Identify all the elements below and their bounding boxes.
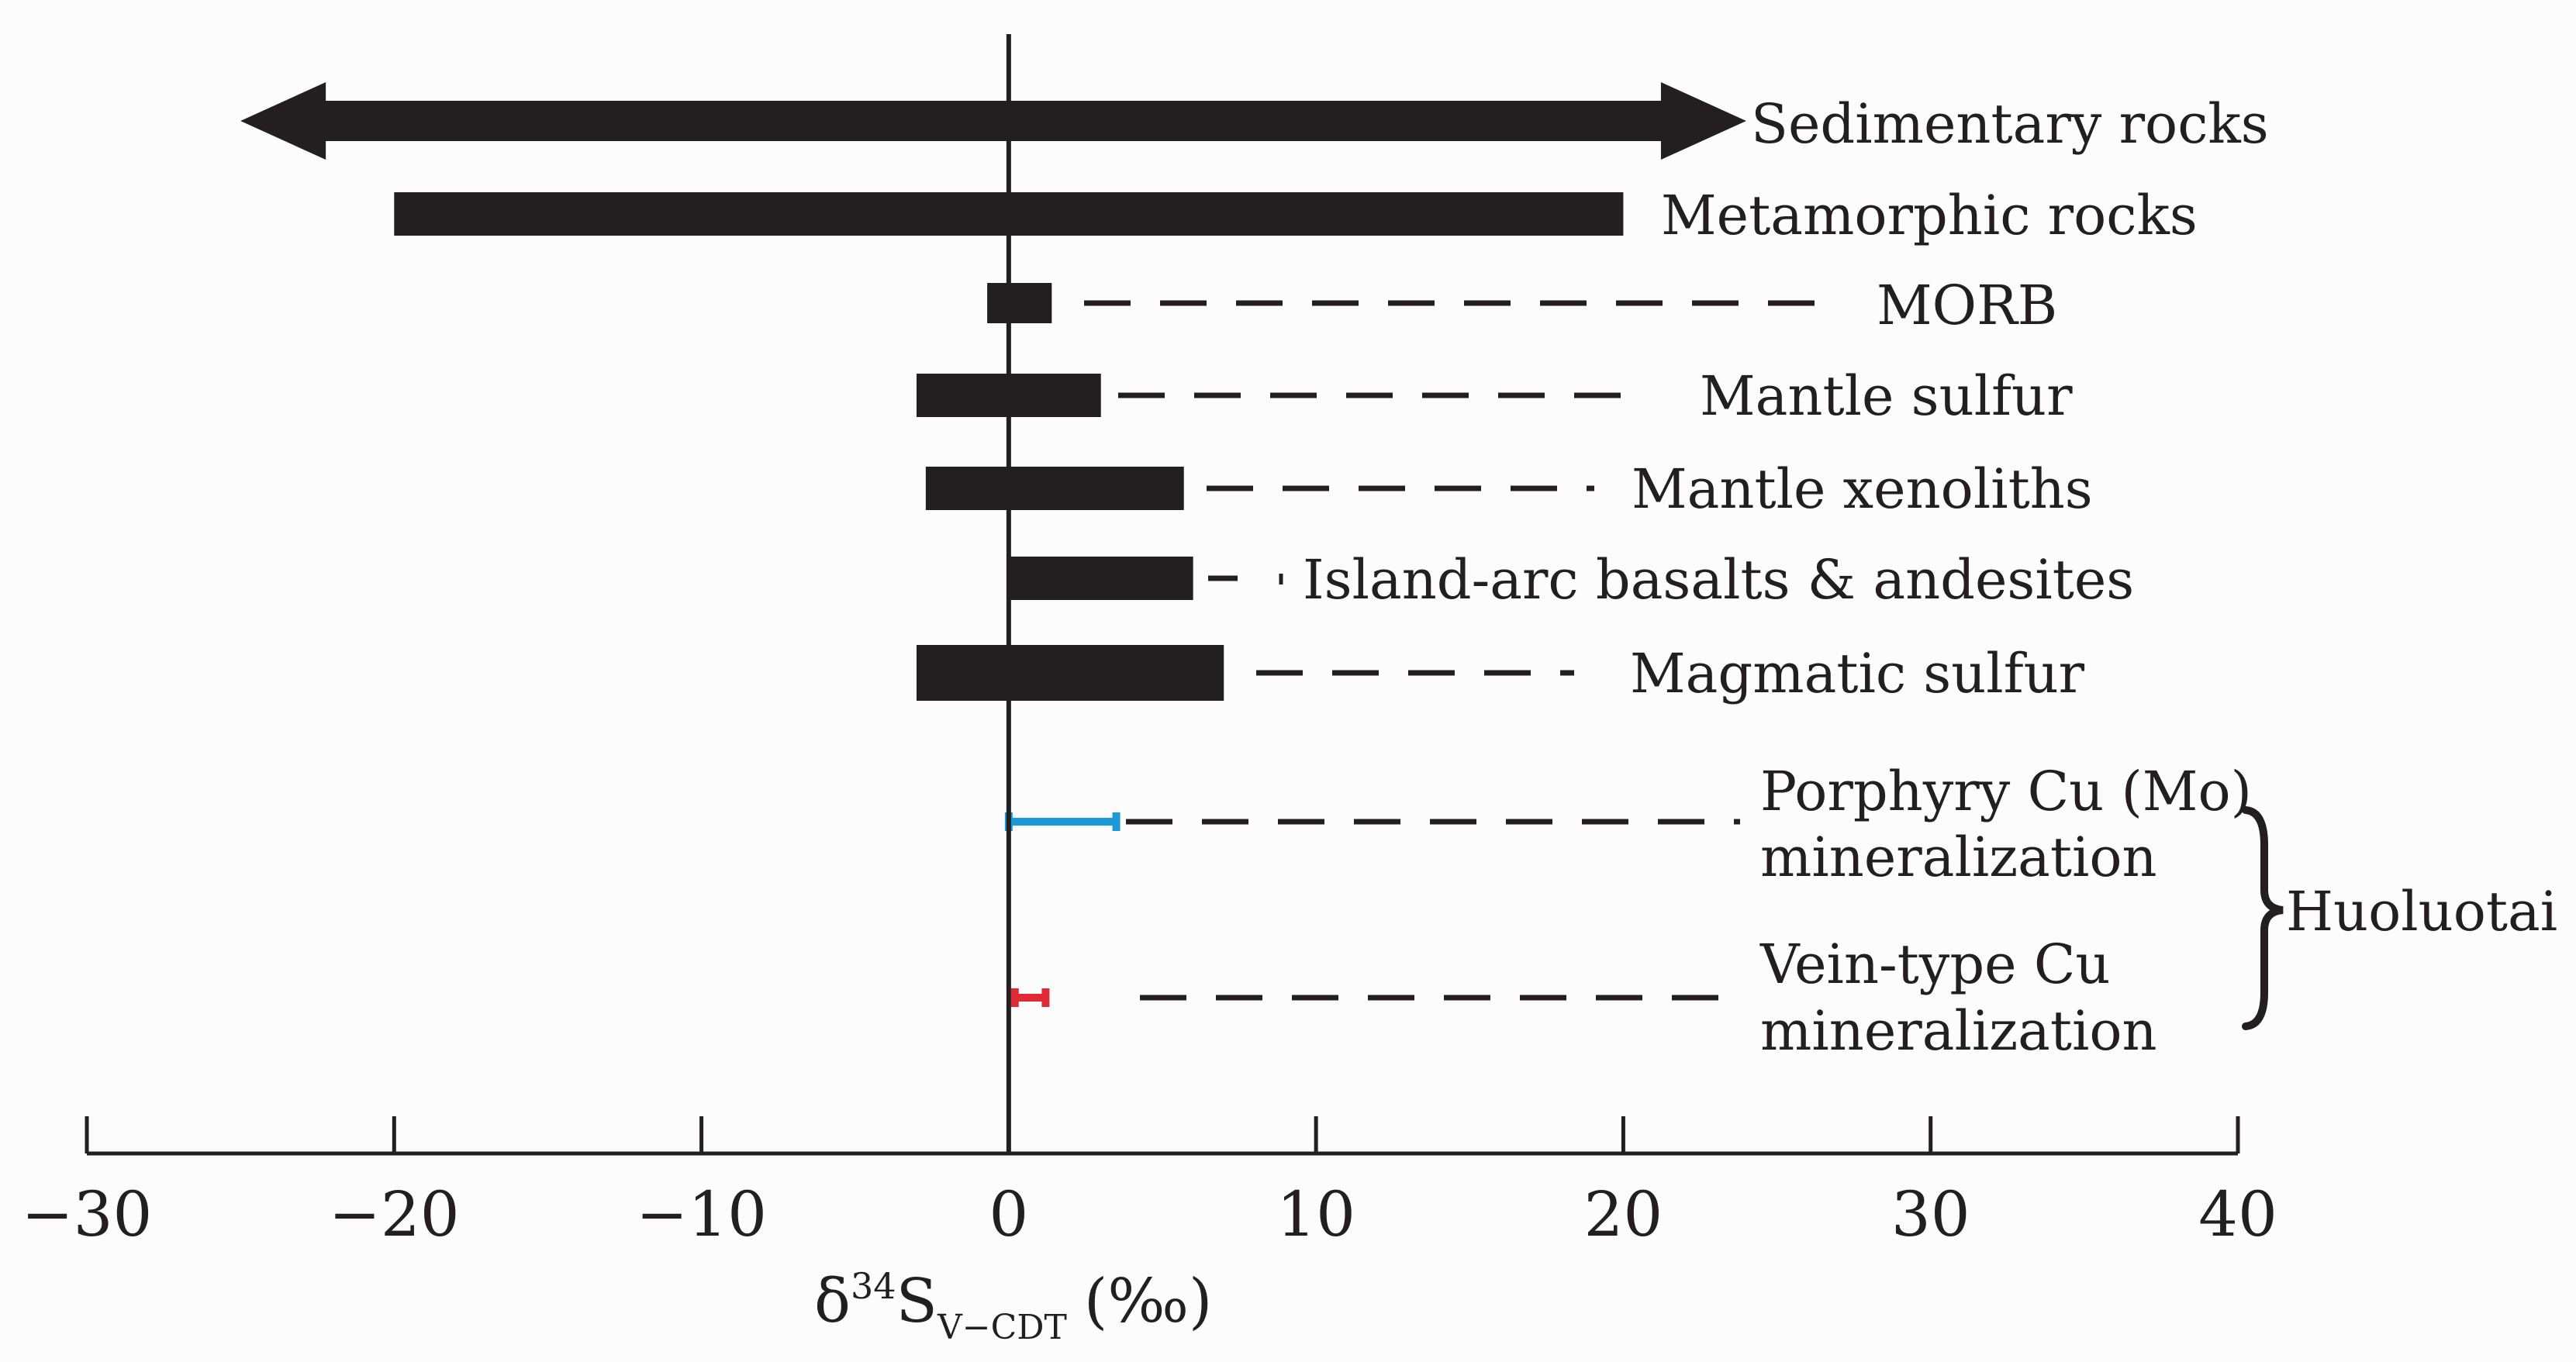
series-label: Magmatic sulfur [1630, 642, 2085, 705]
group-label: Huoluotai [2286, 880, 2557, 943]
series-label: Porphyry Cu (Mo) [1760, 760, 2252, 823]
x-axis-title: δ34SV−CDT (‰) [814, 1265, 1212, 1347]
range-bar [925, 467, 1184, 510]
series-label: Sedimentary rocks [1751, 92, 2269, 156]
x-tick-label: 30 [1891, 1178, 1970, 1250]
group-brace [2242, 806, 2284, 1030]
x-tick-label: 40 [2198, 1178, 2277, 1250]
range-bar [987, 283, 1052, 323]
x-tick-label: 20 [1584, 1178, 1663, 1250]
series-label: Vein-type Cu [1759, 933, 2110, 996]
x-tick-label: 10 [1276, 1178, 1355, 1250]
range-bar [916, 645, 1224, 701]
series-label: Mantle xenoliths [1632, 457, 2093, 521]
series-label-line2: mineralization [1760, 826, 2157, 889]
x-tick-label: −10 [636, 1178, 767, 1250]
series-label: Metamorphic rocks [1661, 184, 2198, 247]
series-label: Mantle sulfur [1700, 364, 2073, 428]
x-tick-label: −20 [329, 1178, 460, 1250]
series-label: Island-arc basalts & andesites [1303, 548, 2134, 612]
range-bar [1008, 557, 1193, 600]
x-tick-label: 0 [989, 1178, 1028, 1250]
series-label: MORB [1877, 274, 2057, 337]
x-tick-label: −30 [22, 1178, 153, 1250]
series-label-line2: mineralization [1760, 999, 2157, 1063]
range-arrow-sedimentary [240, 82, 1746, 160]
